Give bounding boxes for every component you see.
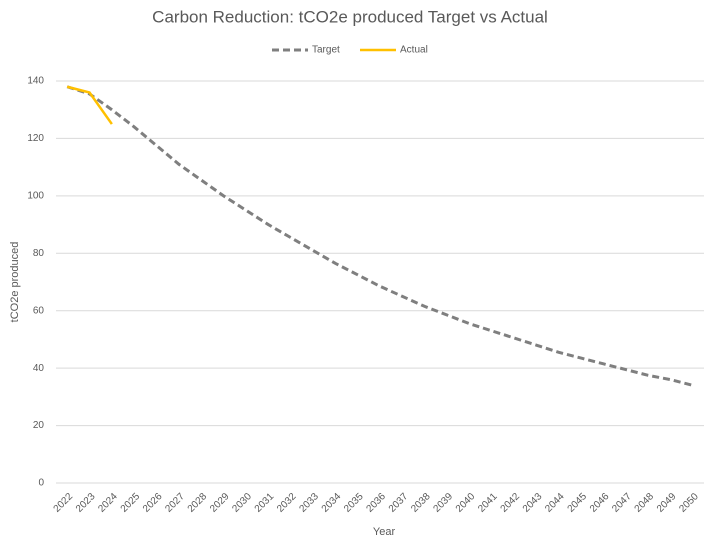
y-tick-label: 40	[33, 363, 45, 374]
x-tick-label: 2049	[655, 491, 679, 515]
x-tick-label: 2039	[432, 491, 456, 515]
y-tick-label: 100	[27, 190, 44, 201]
x-tick-label: 2022	[52, 491, 76, 515]
x-tick-label: 2045	[566, 491, 590, 515]
series-line	[66, 85, 694, 387]
x-tick-label: 2043	[521, 491, 545, 515]
x-tick-label: 2031	[253, 491, 277, 515]
x-tick-label: 2023	[74, 491, 98, 515]
legend-label: Target	[312, 45, 340, 56]
y-tick-label: 60	[33, 305, 45, 316]
x-tick-label: 2047	[610, 491, 634, 515]
y-tick-label: 0	[38, 478, 44, 489]
legend-label: Actual	[400, 45, 428, 56]
x-tick-label: 2030	[230, 491, 254, 515]
x-tick-label: 2042	[499, 491, 523, 515]
y-tick-label: 80	[33, 248, 45, 259]
x-tick-label: 2038	[409, 491, 433, 515]
series-line	[66, 85, 113, 125]
x-tick-label: 2046	[588, 491, 612, 515]
y-axis-label: tCO2e produced	[9, 242, 21, 323]
x-tick-label: 2050	[677, 491, 701, 515]
x-tick-label: 2033	[297, 491, 321, 515]
x-tick-label: 2035	[342, 491, 366, 515]
y-tick-label: 20	[33, 420, 45, 431]
x-tick-label: 2029	[208, 491, 232, 515]
x-tick-label: 2044	[543, 491, 567, 515]
x-tick-label: 2040	[454, 491, 478, 515]
x-tick-label: 2048	[633, 491, 657, 515]
y-tick-label: 140	[27, 76, 44, 87]
x-tick-label: 2032	[275, 491, 299, 515]
x-tick-label: 2027	[163, 491, 187, 515]
x-tick-label: 2036	[364, 491, 388, 515]
x-tick-label: 2037	[387, 491, 411, 515]
chart-title: Carbon Reduction: tCO2e produced Target …	[152, 7, 548, 26]
x-axis-label: Year	[373, 526, 396, 538]
x-tick-label: 2028	[186, 491, 210, 515]
x-tick-label: 2034	[320, 491, 344, 515]
y-tick-label: 120	[27, 133, 44, 144]
x-tick-label: 2025	[119, 491, 143, 515]
x-tick-label: 2026	[141, 491, 165, 515]
x-tick-label: 2041	[476, 491, 500, 515]
x-tick-label: 2024	[96, 491, 120, 515]
